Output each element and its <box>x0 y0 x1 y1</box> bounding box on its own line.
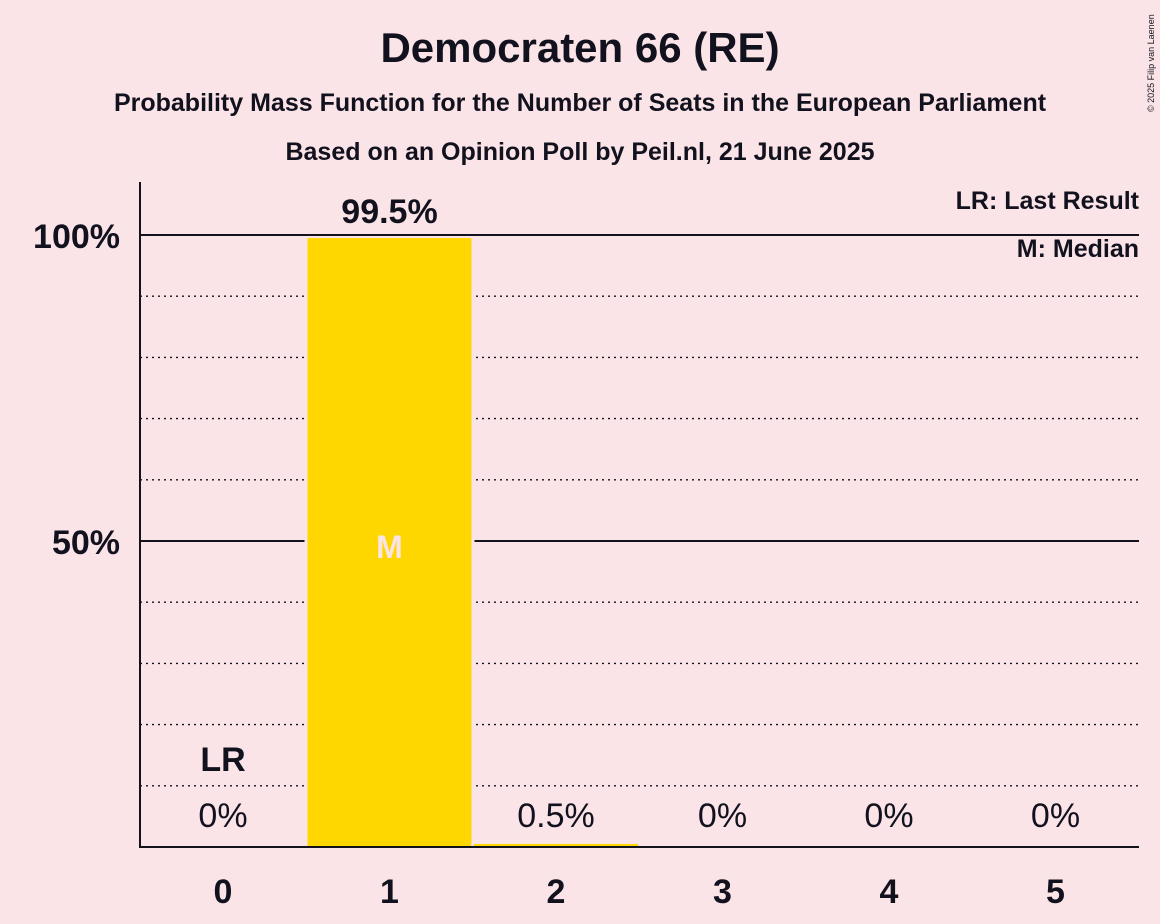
x-tick-label: 3 <box>713 873 732 911</box>
bar <box>307 238 472 847</box>
grid-lines <box>140 234 1139 787</box>
x-tick-label: 1 <box>380 873 399 911</box>
data-label: 0% <box>698 797 747 835</box>
bar <box>474 843 638 847</box>
data-label: 0.5% <box>517 797 595 835</box>
median-marker: M <box>376 529 403 565</box>
legend-median: M: Median <box>1017 235 1139 263</box>
chart-title: Democraten 66 (RE) <box>380 24 780 71</box>
y-tick-label: 50% <box>52 524 120 562</box>
x-tick-label: 4 <box>880 873 899 911</box>
x-tick-label: 2 <box>547 873 566 911</box>
x-tick-label: 0 <box>214 873 233 911</box>
x-tick-label: 5 <box>1046 873 1065 911</box>
data-label: 0% <box>864 797 913 835</box>
data-label: 99.5% <box>341 193 437 231</box>
chart-source-subtitle: Based on an Opinion Poll by Peil.nl, 21 … <box>285 138 875 166</box>
bars <box>304 238 641 847</box>
y-tick-label: 100% <box>33 218 120 256</box>
chart-subtitle: Probability Mass Function for the Number… <box>113 89 1047 117</box>
data-label: 0% <box>198 797 247 835</box>
last-result-marker: LR <box>200 741 245 779</box>
labels: 50%100%0 1 2 3 4 50%99.5%0.5% 0% 0% 0%LRM <box>33 193 1080 911</box>
axes <box>139 182 1139 848</box>
legend-last-result: LR: Last Result <box>956 187 1140 215</box>
data-label: 0% <box>1031 797 1080 835</box>
